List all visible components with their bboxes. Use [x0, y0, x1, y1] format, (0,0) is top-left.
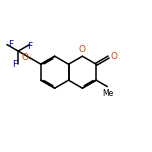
Text: Me: Me: [102, 88, 113, 98]
Text: F: F: [12, 60, 17, 69]
Text: O: O: [79, 45, 86, 54]
Text: F: F: [8, 40, 13, 49]
Text: O: O: [22, 53, 29, 62]
Text: O: O: [111, 52, 118, 61]
Text: F: F: [27, 42, 32, 51]
